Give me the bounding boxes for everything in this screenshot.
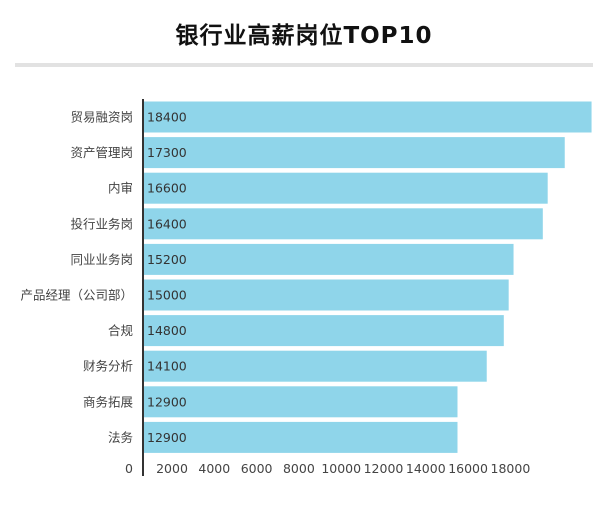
x-tick-label: 0	[125, 461, 133, 476]
category-label: 商务拓展	[83, 394, 133, 409]
x-tick-label: 16000	[448, 461, 488, 476]
data-label: 16400	[147, 216, 187, 231]
category-label: 内审	[108, 181, 133, 196]
bar	[143, 208, 543, 240]
category-label: 同业业务岗	[70, 252, 133, 267]
x-tick-label: 18000	[491, 461, 531, 476]
data-label: 14100	[147, 359, 187, 374]
category-label: 贸易融资岗	[70, 110, 133, 125]
x-tick-label: 10000	[321, 461, 361, 476]
category-label: 投行业务岗	[70, 216, 133, 231]
bar	[143, 421, 458, 453]
bar	[143, 243, 514, 275]
data-label: 12900	[147, 394, 187, 409]
bar	[143, 315, 504, 347]
data-label: 15200	[147, 252, 187, 267]
bar	[143, 350, 487, 382]
category-label: 财务分析	[83, 359, 133, 374]
bar	[143, 101, 592, 133]
x-tick-label: 2000	[156, 461, 188, 476]
category-label: 合规	[108, 323, 133, 338]
bar	[143, 386, 458, 418]
data-label: 14800	[147, 323, 187, 338]
data-label: 16600	[147, 181, 187, 196]
data-label: 15000	[147, 288, 187, 303]
category-label: 资产管理岗	[70, 145, 133, 160]
x-tick-label: 4000	[198, 461, 230, 476]
data-label: 12900	[147, 430, 187, 445]
bar	[143, 279, 509, 311]
data-label: 17300	[147, 145, 187, 160]
bar	[143, 137, 565, 169]
category-label: 产品经理（公司部）	[20, 288, 133, 303]
x-tick-label: 14000	[406, 461, 446, 476]
x-tick-label: 12000	[364, 461, 404, 476]
data-label: 18400	[147, 110, 187, 125]
category-label: 法务	[108, 430, 133, 445]
title-divider	[15, 63, 593, 67]
bar	[143, 172, 548, 204]
chart-title: 银行业高薪岗位TOP10	[175, 23, 433, 49]
x-tick-label: 6000	[241, 461, 273, 476]
x-tick-label: 8000	[283, 461, 315, 476]
